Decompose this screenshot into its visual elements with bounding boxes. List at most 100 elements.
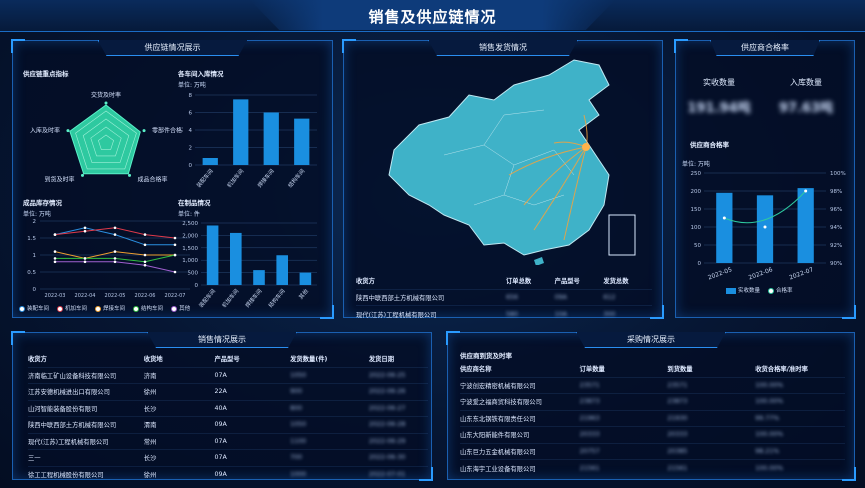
data-point: [53, 250, 57, 253]
rate-line: [724, 190, 807, 224]
radar-axis-label: 成品合格率: [138, 175, 168, 183]
table-cell: 江苏安德机械进出口有限公司: [28, 383, 144, 400]
purchase-subtitle: 供应商到货及时率: [460, 352, 512, 360]
rate-chart-title: 供应商合格率: [690, 141, 729, 149]
table-cell: 陕西中联西部土方机械有限公司: [356, 288, 506, 306]
inbound-unit: 单位: 万吨: [178, 82, 206, 89]
x-tick-label: 2022-06: [135, 293, 156, 299]
table-cell: 常州: [143, 432, 215, 450]
x-tick-label: 2022-07: [165, 293, 186, 299]
y2-tick-label: 94%: [830, 225, 842, 231]
table-cell: 长沙: [143, 449, 215, 466]
y-tick-label: 6: [189, 111, 193, 117]
panel-title: 供应商合格率: [710, 40, 820, 56]
origin-marker: [582, 143, 590, 151]
table-cell: 济南临工矿山设备科技有限公司: [28, 366, 144, 384]
table-cell: 三一: [28, 449, 144, 466]
table-cell: 现代(江苏)工程机械有限公司: [356, 305, 506, 322]
table-row: 山东海宇工业设备有限公司 21561 21561 100.00%: [460, 459, 845, 476]
y-tick-label: 0: [195, 283, 199, 289]
legend-item[interactable]: 机加车间: [57, 304, 87, 312]
table-cell: 23571: [667, 376, 756, 394]
y2-tick-label: 90%: [830, 261, 842, 267]
radar-axis-label: 交货及时率: [91, 91, 121, 99]
table-cell: 宁波爱之福商贸科技有限公司: [460, 393, 580, 410]
legend-item[interactable]: 合格率: [768, 286, 793, 294]
legend-swatch: [171, 305, 178, 312]
data-point: [53, 257, 57, 260]
map-shipment-table: 收货方 订单总数 产品型号 发货总数 陕西中联西部土方机械有限公司 656 09A 612 …: [356, 273, 652, 322]
wip-bar-chart: 0 500 1,000 1,500 2,000 2,500 装配车间 机加车间 焊接车间 结构车间…: [182, 221, 317, 309]
x-tick-label: 机加车间: [225, 167, 245, 189]
legend-item[interactable]: 结构车间: [133, 304, 163, 312]
table-cell: 宁波创宏精密机械有限公司: [460, 376, 580, 394]
legend-item[interactable]: 其他: [171, 304, 190, 312]
x-tick-label: 2022-07: [788, 266, 814, 280]
data-point: [143, 260, 147, 264]
table-cell: 渭南: [143, 416, 215, 433]
table-row: 山东大阳新能件有限公司 20333 20333 100.00%: [460, 426, 845, 443]
x-tick-label: 其他: [297, 287, 311, 301]
table-cell: 656: [506, 288, 555, 306]
table-cell: 100.00%: [755, 459, 845, 476]
y-tick-label: 2,000: [182, 233, 198, 239]
table-cell: 1100: [290, 432, 369, 450]
table-cell: 23873: [579, 393, 668, 410]
table-cell: 长沙: [143, 399, 215, 417]
y-tick-label: 1.5: [27, 236, 36, 242]
radar-vertex: [80, 173, 84, 177]
kpi-value: 97.63吨: [778, 101, 834, 116]
table-cell: 10A: [554, 305, 604, 322]
data-point: [173, 253, 177, 257]
sales-table: 收货方 收货地 产品型号 发货数量(件) 发货日期 济南临工矿山设备科技有限公司 济南 07A…: [28, 351, 428, 483]
y2-tick-label: 96%: [830, 207, 842, 213]
x-tick-label: 结构车间: [286, 167, 306, 189]
y-tick-label: 50: [694, 243, 701, 249]
col-header: 发货总数: [603, 278, 629, 286]
stock-unit: 单位: 万吨: [23, 211, 51, 218]
header-bar: 销售及供应链情况: [0, 0, 865, 32]
col-header: 订单总数: [506, 278, 532, 286]
wip-title: 在制品情况: [178, 199, 211, 207]
data-point: [722, 216, 726, 220]
radar-axis-label: 入库及时率: [30, 127, 60, 135]
table-cell: 300: [603, 305, 652, 322]
radar-grid: [82, 118, 130, 163]
table-cell: 20385: [667, 442, 756, 460]
panel-title: 供应链情况展示: [97, 40, 248, 56]
stock-title: 成品库存情况: [23, 199, 62, 207]
y-tick-label: 500: [188, 271, 199, 277]
table-cell: 陕西中联西部土方机械有限公司: [28, 416, 144, 433]
table-row: 宁波创宏精密机械有限公司 23571 23571 100.00%: [460, 376, 845, 394]
table-cell: 山河智能装备股份有限司: [28, 399, 144, 417]
table-cell: 98.21%: [755, 442, 845, 460]
table-cell: 1050: [290, 366, 369, 384]
table-cell: 23571: [579, 376, 668, 394]
col-header: 收货方: [356, 278, 375, 286]
map-land: [388, 59, 610, 256]
x-tick-label: 装配车间: [195, 167, 215, 189]
y-tick-label: 2: [33, 219, 37, 225]
y-tick-label: 2,500: [182, 221, 198, 227]
data-point: [804, 189, 808, 193]
y-tick-label: 8: [189, 93, 193, 99]
legend-item[interactable]: 装配车间: [19, 304, 49, 312]
table-cell: 09A: [554, 288, 604, 306]
x-tick-label: 2022-04: [75, 293, 96, 299]
table-row: 三一 长沙 07A 700 2022-06-30: [28, 449, 428, 466]
legend-item[interactable]: 焊接车间: [95, 304, 125, 312]
legend-swatch: [57, 305, 64, 312]
y2-tick-label: 98%: [830, 189, 842, 195]
legend-swatch: [768, 287, 775, 294]
legend-item[interactable]: 实收数量: [726, 286, 760, 294]
south-sea-inset: [608, 214, 636, 256]
y-tick-label: 150: [691, 207, 702, 213]
rate-panel: 供应商合格率 实收数量 入库数量 191.94吨 97.63吨 供应商合格率 单…: [674, 39, 856, 319]
legend-label: 其他: [179, 306, 191, 312]
table-cell: 1050: [290, 416, 369, 433]
table-row: 江苏安德机械进出口有限公司 徐州 22A 900 2022-06-26: [28, 383, 428, 400]
table-cell: 07A: [214, 432, 291, 450]
table-cell: 山东东北钢铁有限责任公司: [460, 409, 580, 427]
col-header: 产品型号: [554, 278, 580, 286]
series-line: [55, 261, 176, 273]
